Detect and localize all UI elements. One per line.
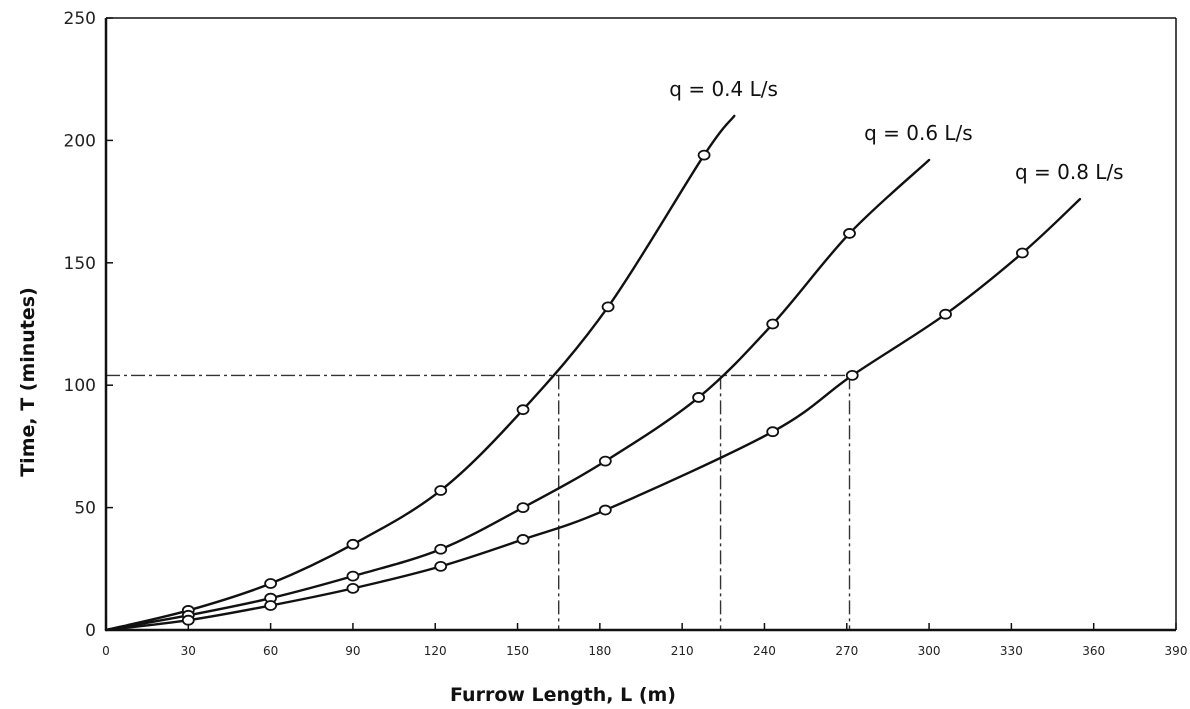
y-tick-label: 50 [74,499,96,519]
data-point [434,485,448,496]
data-point [697,149,711,161]
data-point [264,578,278,589]
series-group [104,114,1082,632]
data-point [598,504,612,516]
x-tick-label: 210 [671,644,694,658]
series-line [104,114,736,632]
data-point [843,228,856,239]
series-line [104,158,931,632]
data-point [516,502,530,514]
data-point [516,404,530,416]
series-label-group: q = 0.4 L/s q = 0.6 L/s q = 0.8 L/s [669,77,1123,184]
y-tick-label: 0 [85,621,96,641]
x-axis-label: Furrow Length, L (m) [450,684,676,706]
y-tick-label: 100 [64,376,96,396]
y-tick-label: 250 [64,9,96,29]
x-tick-label: 360 [1082,644,1105,658]
data-point [181,614,195,626]
data-point [939,308,952,320]
x-tick-label: 0 [102,644,110,658]
y-tick-label: 150 [64,254,96,274]
x-tick-label: 330 [1000,644,1023,658]
x-tick-label: 150 [506,644,529,658]
x-tick-label: 180 [588,644,611,658]
data-point [346,538,360,550]
data-point [598,455,612,467]
x-tick-label: 60 [263,644,278,658]
reference-lines [106,374,851,630]
data-point [516,534,530,545]
data-point [692,392,706,403]
series-label: q = 0.8 L/s [1015,160,1124,184]
x-tick-label: 90 [345,644,360,658]
data-point [346,582,360,594]
data-point [845,370,859,381]
data-point [434,543,448,555]
x-tick-label: 390 [1165,644,1188,658]
data-point [264,600,278,611]
x-tick-label: 270 [835,644,858,658]
x-tick-group: 0 30 60 90 120 150 180 210 240 270 300 330 360 390 [102,623,1187,658]
axes [104,17,1177,632]
data-point [766,426,780,438]
series-label: q = 0.6 L/s [864,121,973,145]
data-point [1015,247,1029,259]
y-axis-label: Time, T (minutes) [17,287,39,477]
y-tick-group: 0 50 100 150 200 250 [64,9,113,641]
x-tick-label: 300 [918,644,941,658]
series-line [104,197,1082,632]
data-point [346,570,360,582]
x-tick-label: 120 [424,644,447,658]
data-point [766,318,780,330]
data-point [434,560,448,572]
y-tick-label: 200 [64,131,96,151]
series-label: q = 0.4 L/s [669,77,778,101]
x-tick-label: 240 [753,644,776,658]
x-tick-label: 30 [181,644,196,658]
data-point [601,301,615,313]
